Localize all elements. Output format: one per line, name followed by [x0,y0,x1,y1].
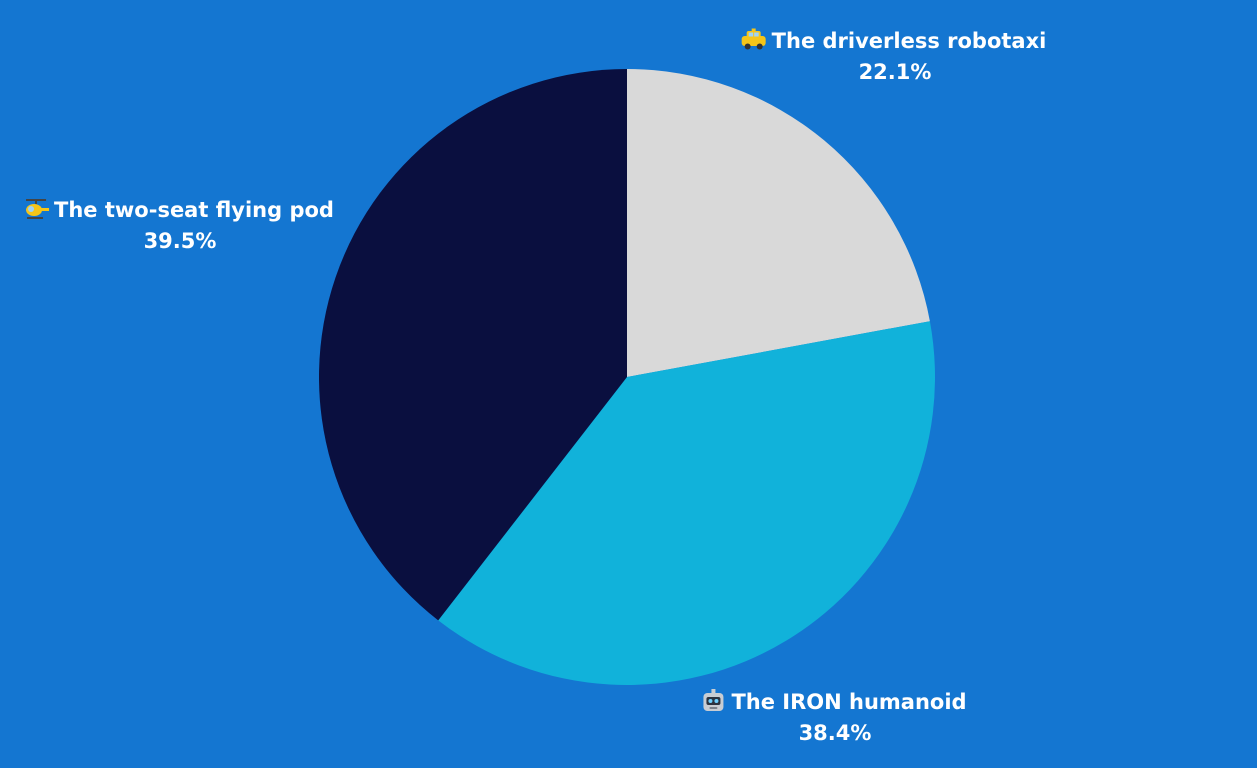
slice-name-label: The IRON humanoid [731,690,966,714]
slice-label: The two-seat flying pod 39.5% [26,198,334,253]
helicopter-icon [26,199,50,219]
slice-value-label: 38.4% [799,721,872,745]
slice-name-label: The two-seat flying pod [54,198,334,222]
slice-name-label: The driverless robotaxi [772,29,1047,53]
pie-slice [627,69,930,377]
taxi-icon [741,28,766,50]
slice-value-label: 39.5% [144,229,217,253]
slice-label: The driverless robotaxi 22.1% [741,28,1047,84]
pie-slice [438,321,935,686]
robot-icon [703,689,724,711]
pie-slice [318,69,627,621]
slice-label: The IRON humanoid 38.4% [703,689,967,745]
pie-slices [318,69,935,686]
slice-value-label: 22.1% [859,60,932,84]
pie-labels: The driverless robotaxi 22.1% The IRON hum… [26,28,1047,745]
